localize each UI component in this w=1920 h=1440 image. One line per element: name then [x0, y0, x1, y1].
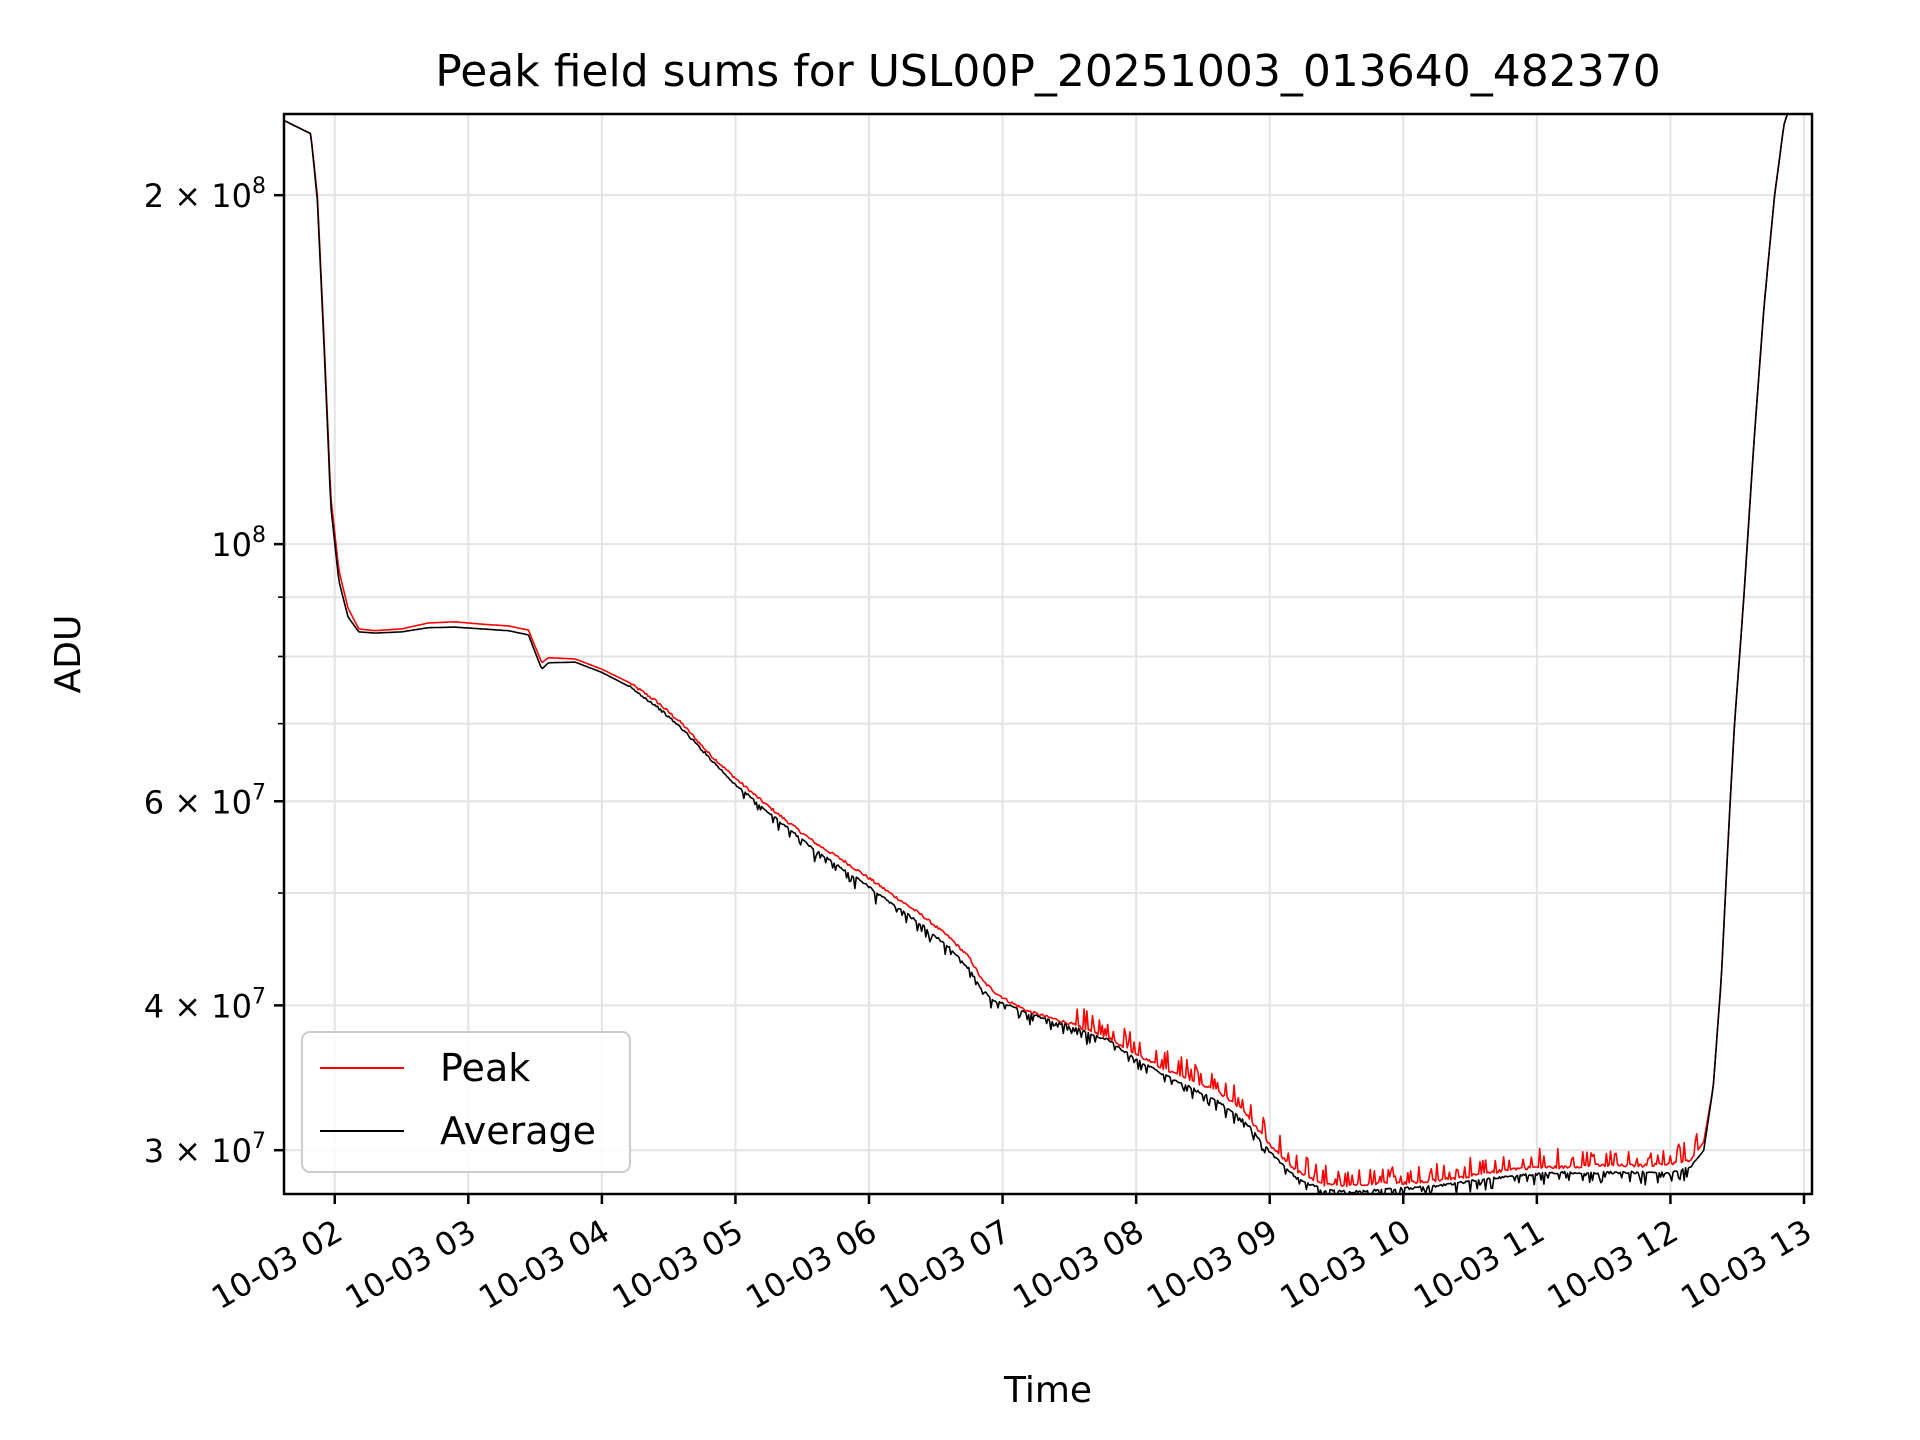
- y-tick-label: 3 × 107: [144, 1129, 266, 1170]
- y-axis-label: ADU: [48, 615, 89, 694]
- series-peak: [284, 114, 1789, 1188]
- y-tick-label: 2 × 108: [144, 174, 266, 215]
- y-tick-label: 6 × 107: [144, 780, 266, 821]
- legend-label-peak: Peak: [440, 1046, 530, 1090]
- legend-label-average: Average: [440, 1109, 596, 1153]
- series-average: [284, 114, 1789, 1194]
- plot-frame: [282, 112, 1814, 1196]
- legend: Peak Average: [301, 1031, 631, 1173]
- chart-title: Peak field sums for USL00P_20251003_0136…: [435, 46, 1661, 97]
- x-axis-label: Time: [1003, 1370, 1092, 1411]
- series-layer: [284, 114, 1789, 1194]
- y-tick-label: 4 × 107: [144, 984, 266, 1025]
